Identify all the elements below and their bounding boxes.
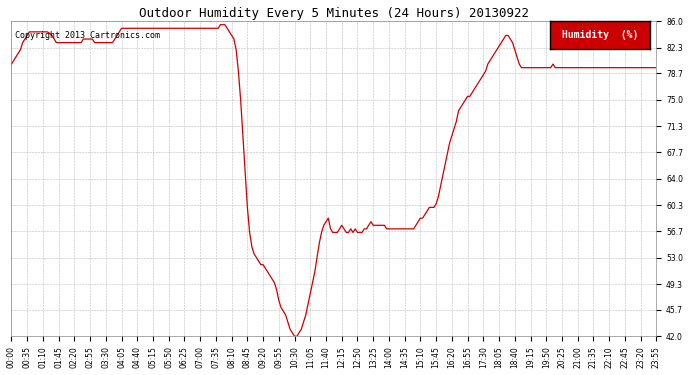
Text: Copyright 2013 Cartronics.com: Copyright 2013 Cartronics.com: [14, 31, 159, 40]
Title: Outdoor Humidity Every 5 Minutes (24 Hours) 20130922: Outdoor Humidity Every 5 Minutes (24 Hou…: [139, 7, 529, 20]
